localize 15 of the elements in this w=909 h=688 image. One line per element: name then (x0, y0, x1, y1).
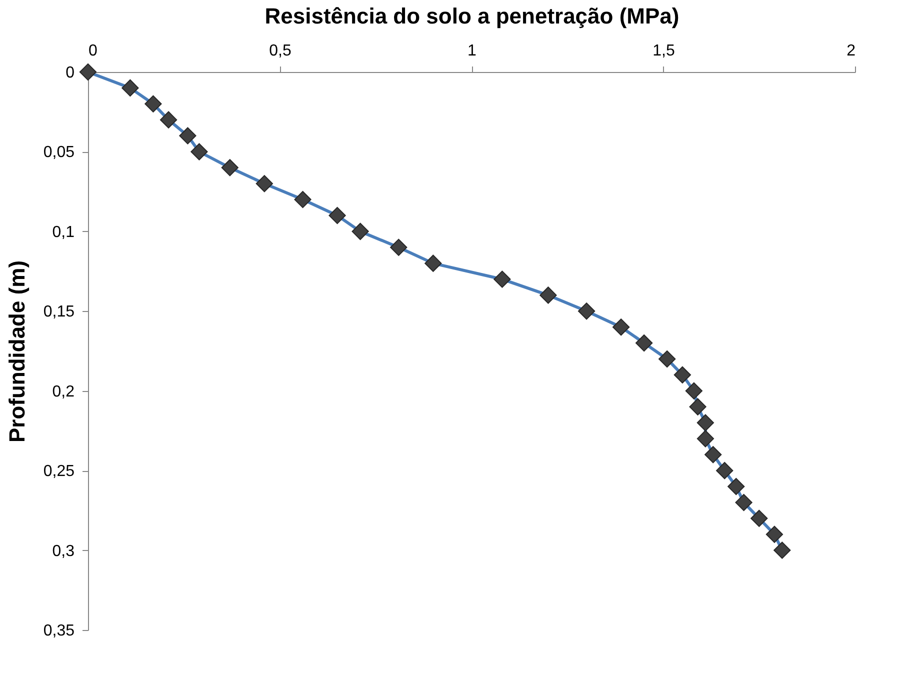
x-tick-label: 1 (468, 42, 477, 60)
y-axis-title: Profundidade (m) (4, 260, 30, 443)
y-tick-label: 0,05 (43, 144, 75, 162)
x-tick-label: 1,5 (652, 42, 675, 60)
y-tick-label: 0,2 (52, 383, 75, 400)
y-tick-label: 0,35 (43, 622, 75, 640)
x-tick-label: 0 (88, 42, 98, 60)
x-tick-label: 2 (846, 42, 856, 60)
y-tick-label: 0,1 (52, 224, 75, 241)
x-tick-label: 0,5 (269, 42, 292, 60)
y-tick-label: 0,25 (43, 463, 75, 480)
x-axis-title: Resistência do solo a penetração (MPa) (264, 4, 680, 28)
y-tick-label: 0,3 (52, 542, 75, 560)
y-tick-label: 0,15 (43, 304, 75, 321)
y-tick-label: 0 (66, 64, 75, 82)
